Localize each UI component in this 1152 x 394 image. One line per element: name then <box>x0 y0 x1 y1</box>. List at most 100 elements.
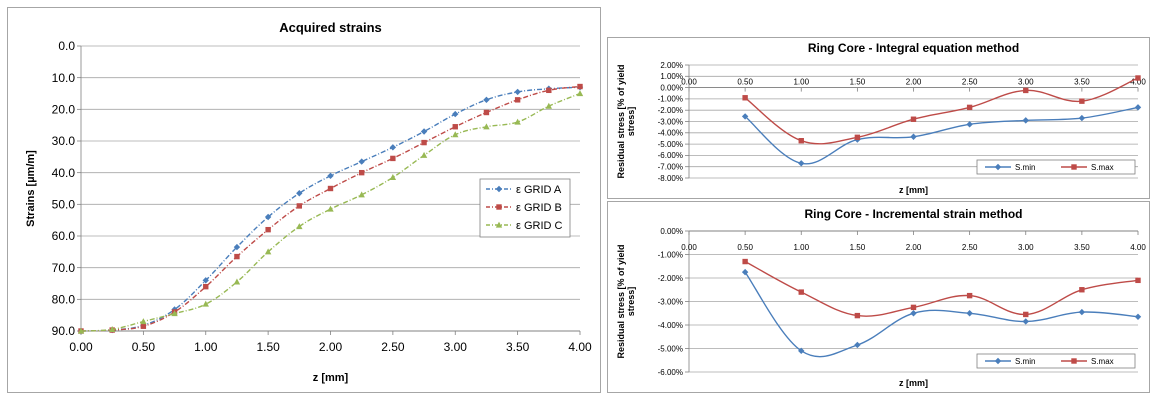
y-tick-label: -1.00% <box>658 95 683 104</box>
data-point-0 <box>327 172 334 180</box>
x-tick-label: 2.00 <box>906 78 922 87</box>
data-point-2 <box>576 90 584 97</box>
series-line-1 <box>744 260 1139 317</box>
y-tick-label: 2.00% <box>660 61 683 70</box>
data-point-1 <box>203 283 209 290</box>
data-point-0 <box>202 277 209 284</box>
data-point-1 <box>421 139 427 146</box>
x-tick-label: 0.00 <box>69 340 93 354</box>
data-point-0 <box>296 190 303 197</box>
data-point-1 <box>514 97 521 103</box>
legend-label: S.max <box>1091 163 1114 172</box>
y-tick-label: -2.00% <box>658 274 683 283</box>
data-point-1 <box>296 203 303 209</box>
x-tick-label: 2.00 <box>906 243 922 252</box>
data-point-1 <box>327 185 334 192</box>
data-point-2 <box>108 326 116 333</box>
y-axis-title: Residual stress [% of yieldstress] <box>616 244 636 358</box>
data-point-1 <box>854 134 861 141</box>
x-axis-title: z [mm] <box>899 185 928 195</box>
y-tick-label: 20.0 <box>52 103 76 117</box>
data-point-2 <box>296 223 303 230</box>
data-point-0 <box>966 121 973 128</box>
data-point-1 <box>390 155 396 162</box>
y-tick-label: -5.00% <box>658 140 683 149</box>
x-tick-label: 1.50 <box>850 78 866 87</box>
legend-box <box>976 353 1136 369</box>
data-point-1 <box>742 258 748 265</box>
data-point-0 <box>854 341 861 349</box>
incremental-method-chart: Ring Core - Incremental strain method 0.0… <box>607 201 1150 393</box>
legend-swatch-marker <box>994 163 1002 171</box>
data-point-1 <box>358 169 365 176</box>
data-point-0 <box>264 213 272 221</box>
data-point-2 <box>452 131 459 138</box>
x-tick-label: 1.50 <box>256 340 280 354</box>
chart-title: Ring Core - Integral equation method <box>808 41 1019 55</box>
y-tick-label: 10.0 <box>52 71 76 85</box>
data-point-2 <box>233 278 241 285</box>
data-point-0 <box>483 96 490 104</box>
data-point-1 <box>798 289 804 295</box>
data-point-0 <box>452 110 459 118</box>
legend-swatch-marker <box>1071 164 1077 170</box>
data-point-1 <box>1079 287 1085 293</box>
data-point-0 <box>389 144 397 151</box>
x-tick-label: 2.50 <box>381 340 405 354</box>
data-point-2 <box>483 123 490 130</box>
y-tick-label: 60.0 <box>52 229 76 243</box>
data-point-0 <box>966 310 973 317</box>
y-tick-label: 80.0 <box>52 293 76 307</box>
data-point-1 <box>234 253 240 260</box>
x-tick-label: 3.50 <box>506 340 530 354</box>
x-tick-label: 1.50 <box>850 243 866 252</box>
data-point-2 <box>514 118 521 125</box>
data-point-1 <box>966 292 973 299</box>
y-tick-label: -4.00% <box>658 321 683 330</box>
data-point-1 <box>140 323 147 329</box>
data-point-0 <box>798 160 805 167</box>
x-tick-label: 0.00 <box>681 78 697 87</box>
data-point-1 <box>452 124 458 130</box>
x-tick-label: 0.50 <box>737 78 753 87</box>
legend-swatch-marker <box>495 185 503 193</box>
data-point-0 <box>1022 318 1029 325</box>
x-tick-label: 2.50 <box>962 78 978 87</box>
data-point-1 <box>1023 87 1029 94</box>
y-tick-label: 90.0 <box>52 324 76 338</box>
data-point-2 <box>545 102 553 109</box>
x-tick-label: 0.00 <box>681 243 697 252</box>
data-point-0 <box>233 243 241 251</box>
series-line-2 <box>80 92 581 332</box>
data-point-0 <box>910 133 917 140</box>
x-tick-label: 0.50 <box>737 243 753 252</box>
y-tick-label: 50.0 <box>52 198 76 212</box>
x-tick-label: 0.50 <box>132 340 156 354</box>
data-point-2 <box>420 151 428 158</box>
x-tick-label: 3.00 <box>444 340 468 354</box>
x-tick-label: 1.00 <box>793 78 809 87</box>
data-point-2 <box>171 310 178 317</box>
legend-swatch-marker <box>1071 358 1077 364</box>
x-axis-title: z [mm] <box>899 378 928 388</box>
data-point-0 <box>358 158 365 165</box>
data-point-1 <box>798 138 804 144</box>
data-point-0 <box>420 128 428 135</box>
y-tick-label: -5.00% <box>658 344 683 353</box>
y-tick-label: -6.00% <box>658 151 683 160</box>
data-point-2 <box>202 300 209 307</box>
legend-label: S.min <box>1015 163 1035 172</box>
x-tick-label: 1.00 <box>194 340 218 354</box>
y-tick-label: -1.00% <box>658 250 683 259</box>
x-tick-label: 3.50 <box>1074 243 1090 252</box>
legend-swatch-marker <box>496 204 502 210</box>
legend-label: ε GRID B <box>516 202 562 214</box>
y-tick-label: 1.00% <box>660 72 683 81</box>
y-tick-label: 40.0 <box>52 166 76 180</box>
x-tick-label: 3.00 <box>1018 78 1034 87</box>
y-tick-label: -7.00% <box>658 163 683 172</box>
y-tick-label: -3.00% <box>658 297 683 306</box>
data-point-1 <box>1135 277 1141 284</box>
y-tick-label: 0.00% <box>660 83 683 92</box>
data-point-0 <box>1134 104 1142 111</box>
